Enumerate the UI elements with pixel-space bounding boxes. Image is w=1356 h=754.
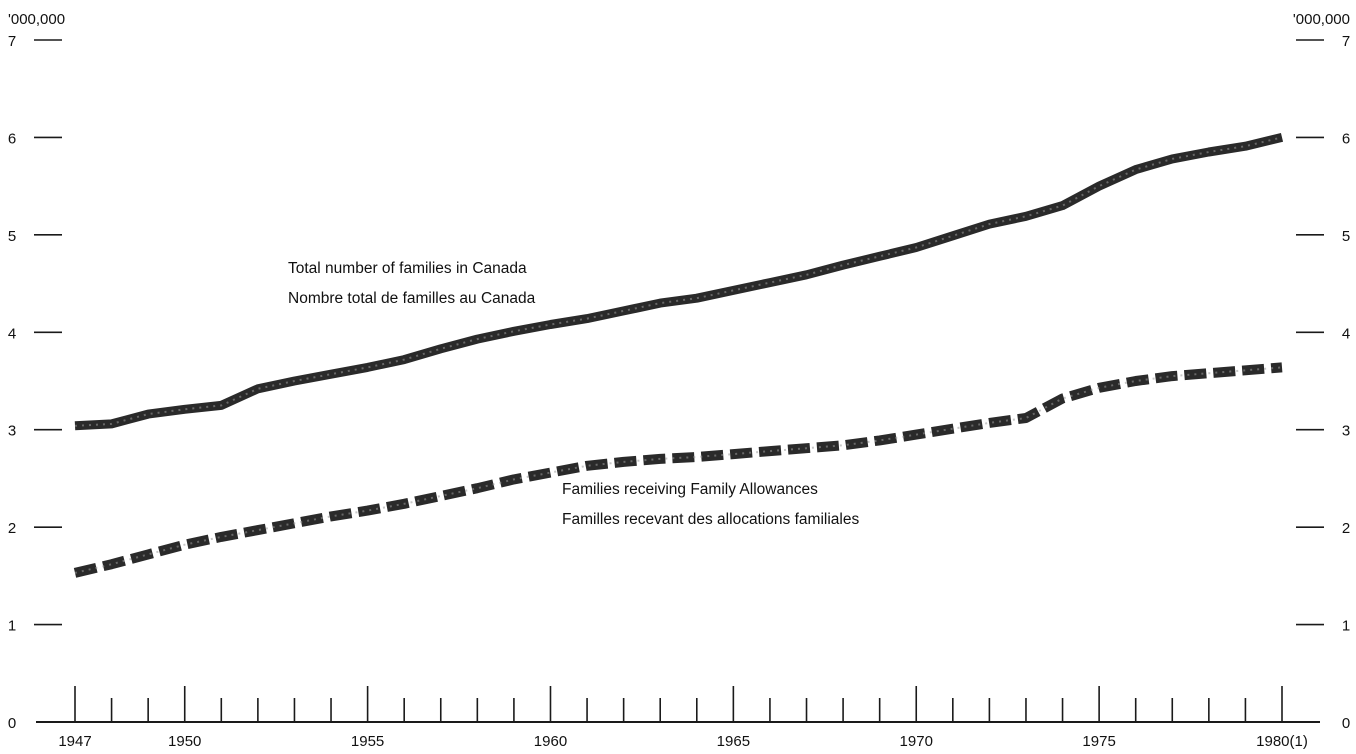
series-1-label-fr: Nombre total de familles au Canada <box>288 290 536 307</box>
x-tick-label: 1970 <box>900 733 933 750</box>
y-ticks-left: 0 1 2 3 4 5 6 7 <box>8 33 62 732</box>
y-tick-label-right: 5 <box>1342 228 1350 245</box>
y-tick-label-left: 1 <box>8 618 16 635</box>
x-tick-label: 1947 <box>58 733 91 750</box>
y-tick-label-right: 3 <box>1342 423 1350 440</box>
y-tick-label-left: 3 <box>8 423 16 440</box>
x-tick-label: 1955 <box>351 733 384 750</box>
y-tick-label-right: 0 <box>1342 715 1350 732</box>
y-tick-label-right: 7 <box>1342 33 1350 50</box>
x-tick-label: 1965 <box>717 733 750 750</box>
series-2-label-en: Families receiving Family Allowances <box>562 481 818 498</box>
y-tick-label-right: 1 <box>1342 618 1350 635</box>
y-tick-label-right: 6 <box>1342 130 1350 147</box>
y-tick-label-right: 2 <box>1342 520 1350 537</box>
series-2-texture <box>74 366 1283 574</box>
series-layer <box>73 133 1284 578</box>
series-2-line <box>73 362 1283 578</box>
y-unit-left: '000,000 <box>8 11 65 28</box>
y-unit-right: '000,000 <box>1293 11 1350 28</box>
x-tick-label: 1950 <box>168 733 201 750</box>
series-1-label-en: Total number of families in Canada <box>288 260 527 277</box>
series-2-label-fr: Familles recevant des allocations famili… <box>562 511 859 528</box>
y-tick-label-left: 6 <box>8 130 16 147</box>
x-ticks: 1947 1950 1955 1960 1965 1970 1975 1980(1) <box>58 686 1308 750</box>
y-tick-label-right: 4 <box>1342 325 1350 342</box>
y-ticks-right: 0 1 2 3 4 5 6 7 <box>1296 33 1350 732</box>
y-tick-label-left: 7 <box>8 33 16 50</box>
axes: 1947 1950 1955 1960 1965 1970 1975 1980(1) 0 1 2 3… <box>8 33 1350 750</box>
y-tick-label-left: 0 <box>8 715 16 732</box>
x-tick-label: 1975 <box>1082 733 1115 750</box>
series-1-line <box>74 133 1284 431</box>
x-tick-label: 1980(1) <box>1256 733 1308 750</box>
y-tick-label-left: 2 <box>8 520 16 537</box>
y-tick-label-left: 4 <box>8 325 16 342</box>
x-tick-label: 1960 <box>534 733 567 750</box>
y-tick-label-left: 5 <box>8 228 16 245</box>
